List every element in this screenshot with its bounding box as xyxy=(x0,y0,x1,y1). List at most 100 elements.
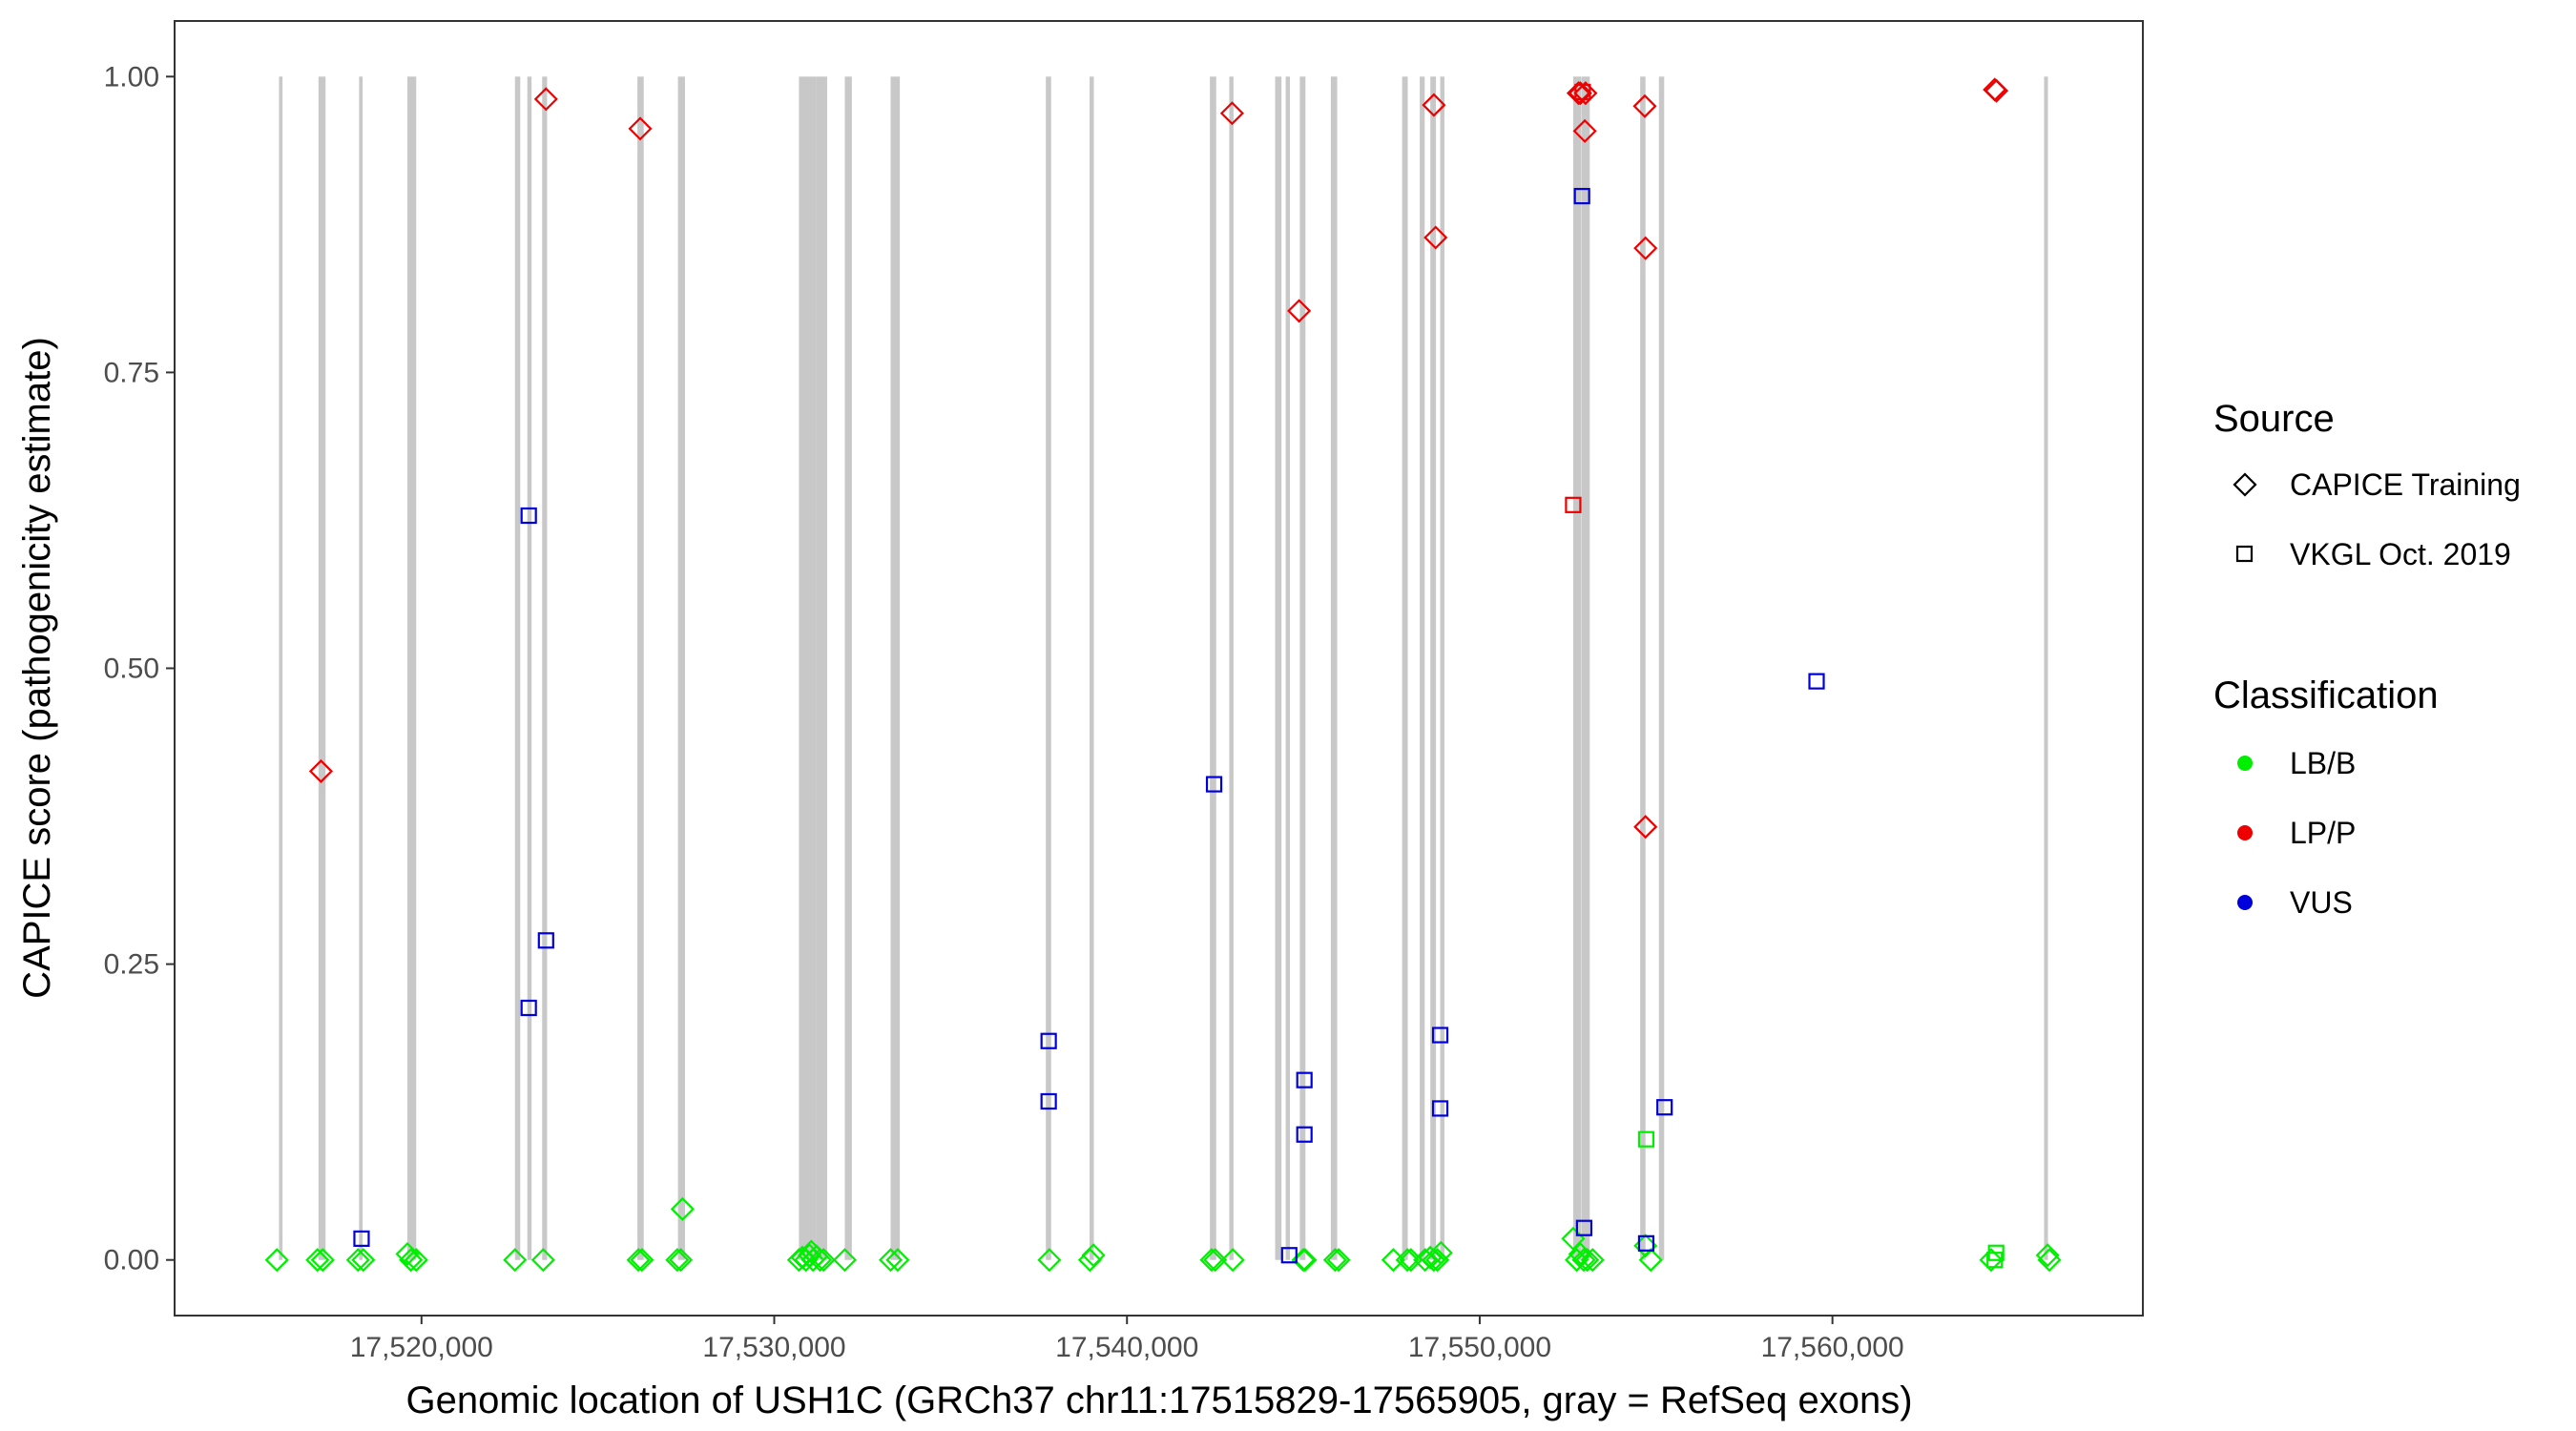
legend-square-marker xyxy=(2235,545,2254,563)
data-point-square xyxy=(1637,1130,1655,1148)
data-point-diamond xyxy=(1203,1248,1228,1273)
x-tick-label: 17,540,000 xyxy=(1055,1332,1198,1363)
data-point-diamond xyxy=(811,1248,836,1273)
data-point-diamond xyxy=(1219,101,1244,126)
exon-bar xyxy=(527,76,532,1260)
data-point-diamond xyxy=(808,1248,833,1273)
exon-bar xyxy=(1572,76,1582,1260)
data-point-diamond xyxy=(1633,815,1658,840)
exon-bar xyxy=(1658,76,1665,1260)
data-point-diamond xyxy=(1423,225,1448,250)
data-point-square xyxy=(1040,1032,1057,1049)
exon-bar xyxy=(799,76,817,1260)
y-tick-label: 0.75 xyxy=(104,357,159,388)
y-tick-label: 1.00 xyxy=(104,61,159,93)
data-point-diamond xyxy=(628,116,653,141)
data-point-diamond xyxy=(308,758,333,783)
legend-classification: Classification LB/B LP/P VUS xyxy=(2213,674,2439,920)
legend-diamond-marker xyxy=(2233,472,2257,497)
data-point-diamond xyxy=(1428,1240,1453,1265)
exon-bar xyxy=(2044,76,2048,1260)
data-point-square xyxy=(1573,187,1590,205)
data-point-square xyxy=(1656,1099,1673,1116)
exon-bar xyxy=(514,76,521,1260)
x-axis-ticks: 17,520,000 17,530,000 17,540,000 17,550,000… xyxy=(350,1316,1904,1363)
exon-bar xyxy=(1210,76,1216,1260)
data-point-diamond xyxy=(533,87,558,112)
data-point-diamond xyxy=(885,1248,910,1273)
legend-classification-item-vus: VUS xyxy=(2290,885,2353,920)
data-point-diamond xyxy=(832,1248,858,1273)
data-point-diamond xyxy=(1425,1248,1450,1273)
data-point-diamond xyxy=(1037,1248,1062,1273)
data-point-square xyxy=(353,1230,370,1247)
data-point-diamond xyxy=(1571,1248,1596,1273)
y-tick-label: 0.00 xyxy=(104,1245,159,1276)
exon-bar xyxy=(318,76,326,1260)
legend-source-title: Source xyxy=(2213,398,2335,440)
data-point-square xyxy=(1205,776,1223,793)
x-tick-label: 17,530,000 xyxy=(702,1332,845,1363)
legend-lpp-dot xyxy=(2237,825,2253,840)
data-point-diamond xyxy=(305,1248,330,1273)
data-point-diamond xyxy=(351,1248,376,1273)
data-point-diamond xyxy=(1413,1248,1438,1273)
data-point-diamond xyxy=(1199,1248,1224,1273)
y-tick-label: 0.50 xyxy=(104,653,159,685)
data-point-diamond xyxy=(668,1248,694,1273)
exon-bar xyxy=(816,76,827,1260)
data-point-square xyxy=(537,932,554,949)
legend-classification-title: Classification xyxy=(2213,674,2439,716)
exon-bar xyxy=(279,76,283,1260)
data-point-diamond xyxy=(1572,118,1597,143)
data-point-diamond xyxy=(1580,1248,1605,1273)
data-point-diamond xyxy=(2037,1248,2062,1273)
x-tick-label: 17,550,000 xyxy=(1408,1332,1551,1363)
exon-bar xyxy=(1402,76,1408,1260)
legend-source: Source CAPICE Training VKGL Oct. 2019 xyxy=(2213,398,2521,571)
data-points xyxy=(264,77,2062,1273)
data-point-diamond xyxy=(1422,93,1446,117)
legend-source-item-vkgl: VKGL Oct. 2019 xyxy=(2290,537,2511,571)
exon-bar xyxy=(1285,76,1291,1260)
data-point-diamond xyxy=(1565,1248,1589,1273)
exon-bar xyxy=(1640,76,1646,1260)
data-point-diamond xyxy=(2035,1243,2060,1268)
exon-bar xyxy=(844,76,852,1260)
data-point-square xyxy=(1574,83,1591,101)
data-point-square xyxy=(1986,1252,2004,1269)
data-point-square xyxy=(1808,673,1825,690)
data-point-diamond xyxy=(626,1248,651,1273)
data-point-diamond xyxy=(1322,1248,1347,1273)
exon-bar xyxy=(1090,76,1094,1260)
data-point-diamond xyxy=(1566,81,1591,106)
exon-bar xyxy=(542,76,548,1260)
data-point-diamond xyxy=(630,1248,654,1273)
exon-bar xyxy=(1420,76,1425,1260)
exon-bar xyxy=(359,76,364,1260)
data-point-square xyxy=(1040,1092,1057,1110)
data-point-diamond xyxy=(1287,299,1312,323)
data-point-diamond xyxy=(1632,93,1657,118)
data-point-square xyxy=(1575,1219,1592,1236)
data-point-diamond xyxy=(1422,1248,1446,1273)
exon-bars xyxy=(279,76,2048,1260)
data-point-diamond xyxy=(665,1248,690,1273)
exon-bar xyxy=(1440,76,1444,1260)
y-tick-label: 0.25 xyxy=(104,949,159,981)
legend-vus-dot xyxy=(2237,895,2253,910)
data-point-diamond xyxy=(1568,81,1592,106)
data-point-diamond xyxy=(1984,78,2009,103)
legend-lbb-dot xyxy=(2237,756,2253,771)
exon-bar xyxy=(637,76,644,1260)
data-point-square xyxy=(1565,496,1582,513)
data-point-diamond xyxy=(345,1248,370,1273)
x-axis-title: Genomic location of USH1C (GRCh37 chr11:… xyxy=(405,1379,1912,1421)
data-point-diamond xyxy=(670,1196,695,1221)
data-point-diamond xyxy=(1979,1248,2004,1273)
exon-bar xyxy=(1229,76,1234,1260)
data-point-diamond xyxy=(404,1248,428,1273)
data-point-square xyxy=(1431,1100,1449,1117)
exon-bar xyxy=(1046,76,1051,1260)
